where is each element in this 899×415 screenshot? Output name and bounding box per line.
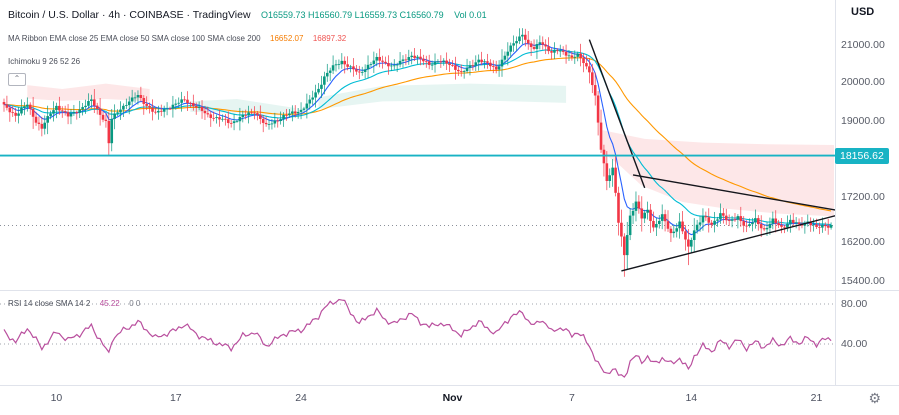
ma-value-1: 16652.07 (270, 34, 304, 43)
price-line-badge[interactable]: 18156.62 (835, 147, 889, 164)
rsi-label: RSI 14 close SMA 14 2 (8, 299, 91, 308)
time-axis-label: 7 (568, 392, 575, 404)
time-axis[interactable]: 10 17 24 Nov 7 14 21 (0, 386, 899, 415)
rsi-axis-label: 40.00 (841, 338, 868, 350)
price-axis-label: 15400.00 (841, 274, 885, 287)
volume-value: Vol 0.01 (454, 10, 487, 20)
price-axis-label: 16200.00 (841, 236, 885, 249)
price-axis-label: 19000.00 (841, 115, 885, 128)
price-axis-label: 21000.00 (841, 39, 885, 51)
time-axis-label: Nov (442, 392, 463, 404)
currency-label: USD (851, 6, 875, 18)
price-axis-label: 17200.00 (841, 190, 885, 203)
settings-icon[interactable]: ⚙ (868, 390, 881, 406)
ma-ribbon-label: MA Ribbon EMA close 25 EMA close 50 SMA … (8, 34, 261, 43)
price-axis-label: 20000.00 (841, 76, 885, 89)
time-axis-label: 17 (169, 392, 182, 404)
rsi-legend-row[interactable]: RSI 14 close SMA 14 2 45.22 0 0 (8, 293, 140, 311)
symbol-row[interactable]: Bitcoin / U.S. Dollar · 4h · COINBASE · … (8, 5, 487, 23)
ma-ribbon-row[interactable]: MA Ribbon EMA close 25 EMA close 50 SMA … (8, 28, 487, 46)
ichimoku-row[interactable]: Ichimoku 9 26 52 26 (8, 51, 487, 69)
time-axis-label: 10 (50, 392, 63, 404)
ma-value-2: 16897.32 (312, 34, 347, 43)
rsi-extra-values: 0 0 (129, 299, 141, 308)
chevron-up-icon: ⌃ (13, 74, 21, 83)
price-axis[interactable]: USD 21000.00 20000.00 19000.00 17200.00 1620… (835, 0, 899, 385)
time-axis-label: 24 (295, 392, 307, 404)
rsi-value: 45.22 (99, 299, 120, 308)
collapse-legend-button[interactable]: ⌃ (8, 73, 26, 86)
chart-legend: Bitcoin / U.S. Dollar · 4h · COINBASE · … (8, 5, 487, 86)
time-axis-label: 21 (810, 392, 823, 404)
ohlc-values: O16559.73 H16560.79 L16559.73 C16560.79 (261, 10, 444, 20)
ichimoku-label: Ichimoku 9 26 52 26 (8, 57, 81, 66)
rsi-axis-label: 80.00 (841, 298, 868, 310)
symbol-title: Bitcoin / U.S. Dollar · 4h · COINBASE · … (8, 9, 251, 21)
time-axis-label: 14 (685, 392, 698, 404)
